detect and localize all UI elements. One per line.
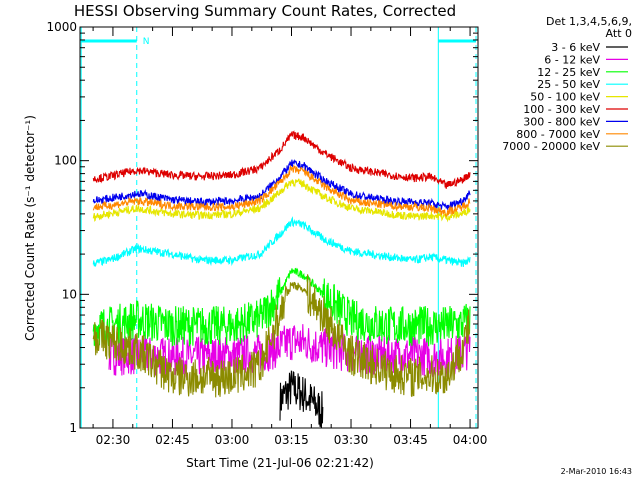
series-800-7000-kev-line [92,164,471,217]
x-tick-label: 02:45 [155,433,190,447]
y-tick-label: 1000 [46,20,77,34]
legend-label-7000-20000-kev: 7000 - 20000 keV [502,140,600,153]
y-tick-label: 100 [54,154,77,168]
legend-label-25-50-kev: 25 - 50 keV [537,78,600,91]
series-25-50-kev-line [92,216,471,267]
legend-label-12-25-kev: 12 - 25 keV [537,66,600,79]
x-tick-label: 03:00 [215,433,250,447]
x-tick-label: 03:30 [334,433,369,447]
x-tick-label: 03:45 [393,433,428,447]
night-marker-label: N [143,37,150,47]
plot-area: N [80,27,477,429]
chart-title: HESSI Observing Summary Count Rates, Cor… [74,2,456,20]
x-axis-label: Start Time (21-Jul-06 02:21:42) [186,456,374,470]
series-7000-20000-kev-line [92,274,471,398]
series-6-12-kev-line [108,324,471,378]
legend-label-800-7000-kev: 800 - 7000 keV [516,128,600,141]
series-50-100-kev-line [92,178,471,223]
legend-label-50-100-kev: 50 - 100 keV [530,91,600,104]
axes: 1 10 100 1000 02:30 02:45 03:00 03:15 03:30 03:45… [46,20,487,447]
legend-header-line-2: Att 0 [606,27,632,40]
legend-label-100-300-kev: 100 - 300 keV [523,103,600,116]
footer-timestamp: 2-Mar-2010 16:43 [561,467,632,476]
x-tick-label: 02:30 [96,433,131,447]
x-tick-label: 04:00 [453,433,488,447]
legend-label-6-12-kev: 6 - 12 keV [544,53,600,66]
series-12-25-kev-line [92,267,471,347]
series-3-6-kev-line [279,370,324,429]
plot-frame [79,26,479,429]
y-tick-label: 10 [62,287,77,301]
legend-label-300-800-kev: 300 - 800 keV [523,115,600,128]
y-axis-label: Corrected Count Rate (s⁻¹ detector⁻¹) [23,115,37,341]
y-tick-label: 1 [69,421,77,435]
legend-label-3-6-kev: 3 - 6 keV [551,41,600,54]
legend-header-line-1: Det 1,3,4,5,6,9, [546,15,632,28]
x-tick-label: 03:15 [274,433,309,447]
series-100-300-kev-line [92,130,471,189]
